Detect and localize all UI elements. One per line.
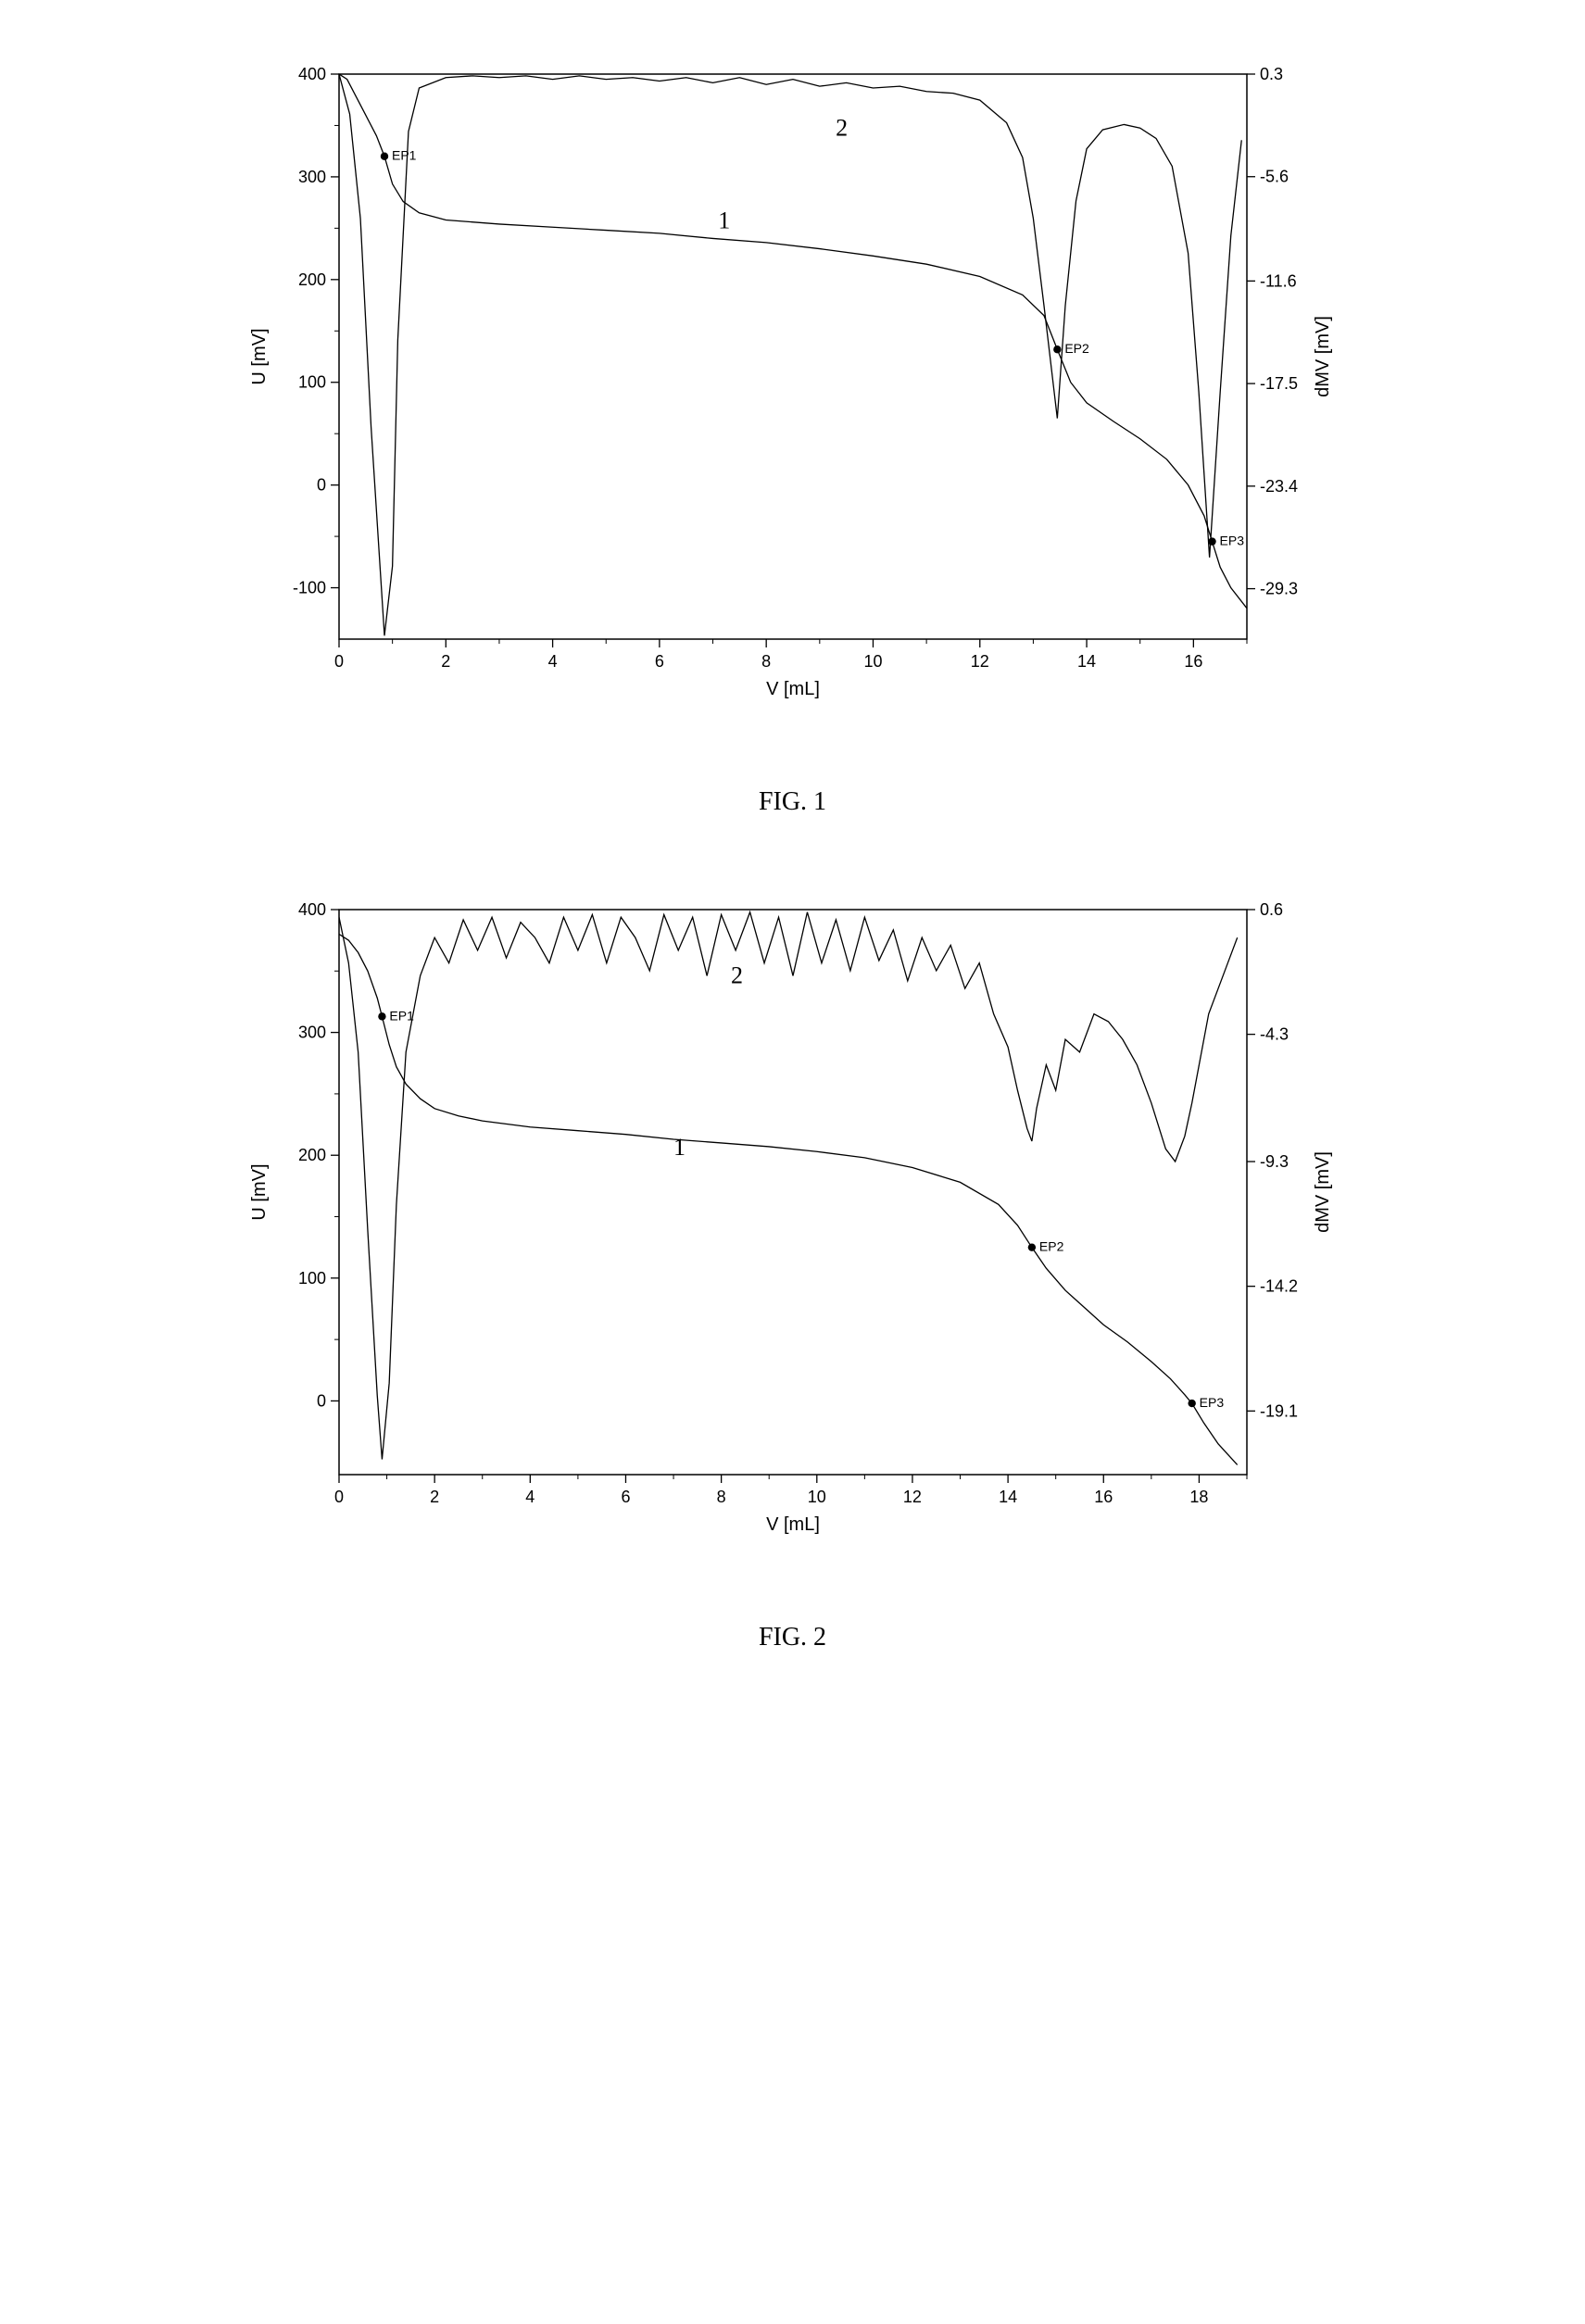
- svg-text:2: 2: [836, 115, 848, 142]
- svg-text:-19.1: -19.1: [1260, 1401, 1298, 1420]
- svg-text:V [mL]: V [mL]: [766, 1514, 820, 1535]
- svg-text:16: 16: [1184, 652, 1202, 671]
- svg-text:dMV [mV]: dMV [mV]: [1313, 1151, 1333, 1233]
- svg-text:14: 14: [1077, 652, 1096, 671]
- svg-text:200: 200: [297, 1146, 325, 1164]
- svg-text:8: 8: [716, 1488, 725, 1506]
- svg-text:10: 10: [863, 652, 882, 671]
- svg-text:6: 6: [654, 652, 663, 671]
- svg-text:400: 400: [297, 900, 325, 919]
- svg-text:10: 10: [807, 1488, 825, 1506]
- svg-text:300: 300: [297, 168, 325, 186]
- svg-text:300: 300: [297, 1024, 325, 1042]
- svg-text:-17.5: -17.5: [1260, 374, 1298, 393]
- svg-text:4: 4: [525, 1488, 535, 1506]
- svg-text:0: 0: [316, 476, 325, 495]
- figure-1: 0246810121416-10001002003004000.3-5.6-11…: [237, 56, 1349, 817]
- svg-text:1: 1: [673, 1134, 686, 1161]
- chart-2: 02468101214161801002003004000.6-4.3-9.3-…: [237, 891, 1349, 1558]
- svg-text:EP2: EP2: [1038, 1239, 1063, 1254]
- svg-text:EP3: EP3: [1219, 534, 1244, 548]
- svg-text:400: 400: [297, 65, 325, 83]
- svg-text:4: 4: [547, 652, 557, 671]
- svg-text:6: 6: [621, 1488, 630, 1506]
- svg-text:U [mV]: U [mV]: [249, 328, 270, 384]
- svg-text:14: 14: [999, 1488, 1017, 1506]
- svg-text:-14.2: -14.2: [1260, 1277, 1298, 1296]
- chart-1: 0246810121416-10001002003004000.3-5.6-11…: [237, 56, 1349, 722]
- svg-text:-29.3: -29.3: [1260, 580, 1298, 598]
- svg-text:0.3: 0.3: [1260, 65, 1283, 83]
- svg-text:12: 12: [970, 652, 988, 671]
- svg-text:2: 2: [430, 1488, 439, 1506]
- figure-1-caption: FIG. 1: [237, 787, 1349, 817]
- svg-text:0.6: 0.6: [1260, 900, 1283, 919]
- figure-2-caption: FIG. 2: [237, 1623, 1349, 1652]
- svg-text:1: 1: [718, 207, 730, 233]
- svg-text:dMV [mV]: dMV [mV]: [1313, 316, 1333, 397]
- svg-text:EP1: EP1: [389, 1008, 414, 1023]
- svg-text:-11.6: -11.6: [1260, 271, 1297, 290]
- svg-text:0: 0: [333, 652, 343, 671]
- svg-text:100: 100: [297, 373, 325, 392]
- svg-text:18: 18: [1189, 1488, 1208, 1506]
- svg-text:EP3: EP3: [1199, 1395, 1224, 1410]
- svg-text:U [mV]: U [mV]: [249, 1163, 270, 1220]
- svg-text:0: 0: [316, 1391, 325, 1410]
- svg-text:12: 12: [902, 1488, 921, 1506]
- svg-text:-9.3: -9.3: [1260, 1152, 1289, 1171]
- svg-text:100: 100: [297, 1269, 325, 1288]
- svg-text:-5.6: -5.6: [1260, 168, 1289, 186]
- svg-text:EP2: EP2: [1064, 341, 1089, 356]
- svg-text:8: 8: [761, 652, 771, 671]
- svg-text:16: 16: [1094, 1488, 1113, 1506]
- svg-text:-4.3: -4.3: [1260, 1025, 1289, 1044]
- figure-2: 02468101214161801002003004000.6-4.3-9.3-…: [237, 891, 1349, 1652]
- svg-text:0: 0: [333, 1488, 343, 1506]
- svg-text:200: 200: [297, 270, 325, 289]
- svg-text:2: 2: [441, 652, 450, 671]
- svg-text:EP1: EP1: [392, 148, 417, 163]
- svg-text:-23.4: -23.4: [1260, 477, 1298, 496]
- svg-text:-100: -100: [292, 579, 325, 597]
- svg-text:2: 2: [730, 962, 742, 989]
- svg-text:V [mL]: V [mL]: [766, 679, 820, 699]
